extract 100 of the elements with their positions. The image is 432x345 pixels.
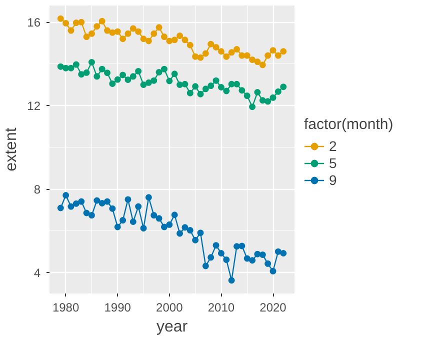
point [233,80,240,88]
point [135,203,142,210]
point [72,61,80,68]
point [124,76,132,83]
point [94,73,100,80]
point [78,18,85,26]
point [212,44,220,50]
point [244,92,250,100]
point [120,36,126,42]
point [156,68,162,76]
point [109,80,116,87]
point [264,98,272,105]
point [264,260,272,267]
point [197,54,204,61]
point [140,36,147,42]
point [166,38,173,44]
point [145,38,152,44]
point [233,46,240,53]
point [83,69,90,76]
point [68,203,74,210]
point [274,52,282,59]
point [150,30,158,37]
point [238,242,246,250]
point [114,76,121,83]
point [218,250,224,256]
point [182,224,188,231]
point [223,88,230,94]
legend-label: 2 [329,138,338,154]
point [78,198,85,205]
point [130,73,136,80]
point [186,90,194,96]
legend-label: 5 [329,154,338,170]
point [62,192,70,199]
point [197,230,204,236]
point [212,77,220,84]
point [114,224,121,230]
point [124,196,132,203]
point [223,53,230,60]
point [140,224,147,232]
point [208,82,214,90]
point [104,27,111,34]
point [160,224,168,230]
point [176,82,184,88]
x-tick-label: 1990 [104,300,132,314]
point [192,83,199,90]
point [166,221,173,228]
point [104,198,111,205]
point [171,212,178,218]
point [98,18,106,24]
point [166,78,173,84]
point [72,20,80,26]
point [182,36,188,44]
point [68,64,74,72]
legend-label: 9 [329,172,338,188]
y-tick-label: 4 [34,266,41,280]
point [171,36,178,44]
y-tick-label: 8 [34,182,41,197]
point [68,27,74,34]
y-tick-label: 12 [27,99,41,114]
point [156,24,162,31]
point [176,230,184,237]
point [274,248,282,255]
point [88,212,95,219]
point [270,268,276,274]
point [186,42,194,48]
point [57,204,64,212]
point [88,58,95,66]
point [212,242,220,249]
point [130,25,136,32]
point [254,250,261,258]
point [120,72,126,78]
point [202,50,209,57]
point [182,80,188,88]
point [62,20,70,26]
point [280,48,287,55]
point [98,66,106,72]
x-tick-label: 2000 [156,300,184,314]
point [57,15,64,22]
point [145,79,152,86]
point [238,52,246,59]
point [228,49,235,56]
point [72,200,80,207]
point [160,34,168,40]
point [98,200,106,206]
point [150,212,158,219]
point [145,194,152,201]
point [160,66,168,72]
point [228,277,235,284]
point [270,47,276,54]
point [233,243,240,250]
y-tick-label: 16 [27,16,41,30]
point [202,262,209,270]
point [176,32,184,39]
point [249,56,256,63]
point [94,197,100,204]
point [270,94,276,101]
point [274,88,282,95]
point [62,64,70,72]
point [135,28,142,35]
point [192,236,199,244]
